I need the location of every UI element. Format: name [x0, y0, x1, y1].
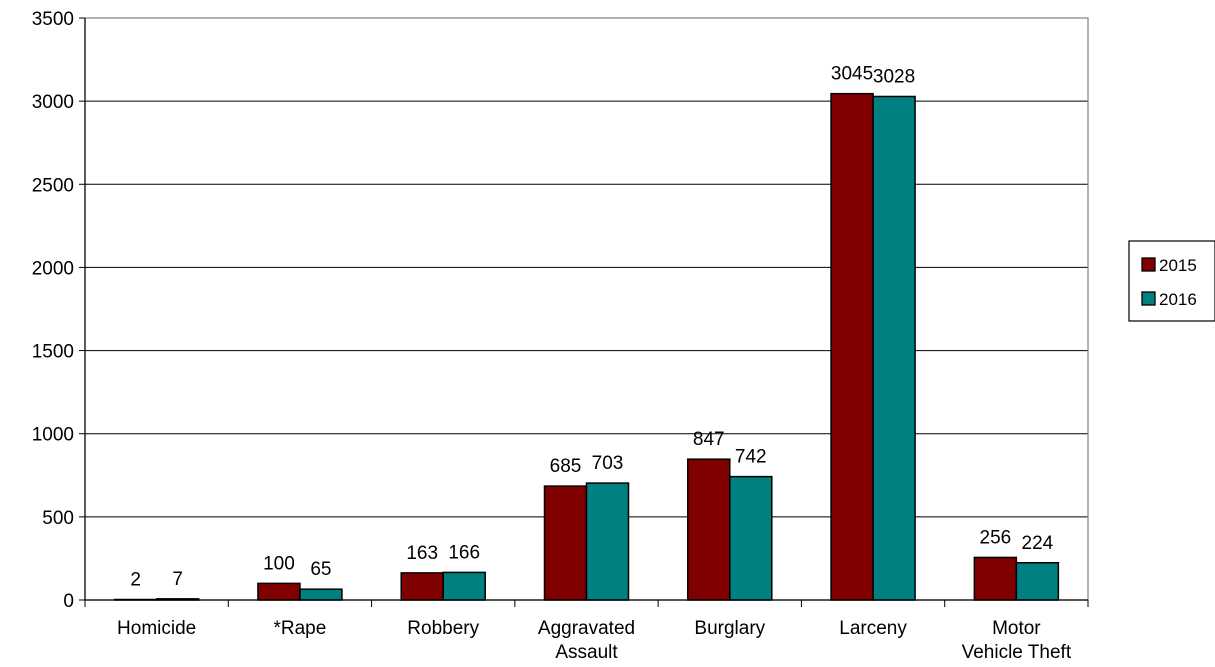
- x-category-label-5: Larceny: [839, 618, 907, 639]
- y-tick-label: 2500: [32, 175, 74, 196]
- data-label-2016-0: 7: [172, 569, 183, 590]
- x-category-label-0: Homicide: [117, 618, 196, 639]
- bar-2016-5: [872, 95, 916, 601]
- bar-2015-1: [257, 582, 301, 601]
- legend: 2015 2016: [1128, 240, 1215, 322]
- legend-box: [1128, 240, 1215, 322]
- data-label-2016-1: 65: [310, 559, 331, 580]
- x-category-label-line: Homicide: [117, 618, 196, 639]
- data-label-2016-2: 166: [448, 542, 480, 563]
- bar-2015-6: [973, 556, 1018, 601]
- data-labels: 2 7 100 65 163 166 685 703 847 742 3045 3028 256 224: [130, 64, 1053, 591]
- bar-2015-3: [543, 485, 588, 601]
- y-tick-label: 0: [63, 591, 74, 612]
- bar-2015-5: [830, 92, 874, 601]
- bar-2015-2: [400, 572, 444, 601]
- data-label-2015-1: 100: [263, 553, 295, 574]
- x-category-label-4: Burglary: [694, 618, 765, 639]
- bar-2016-2: [442, 571, 486, 601]
- y-tick-label: 1000: [32, 425, 74, 446]
- x-category-label-line: Larceny: [839, 618, 907, 639]
- data-label-2015-0: 2: [130, 570, 141, 591]
- legend-label-2016: 2016: [1159, 290, 1197, 309]
- legend-swatch-2016: [1141, 291, 1156, 306]
- y-tick-label: 2000: [32, 258, 74, 279]
- x-axis-category-labels: Homicide *Rape Robbery Aggravated Assault Bur…: [117, 618, 1072, 663]
- legend-label-2015: 2015: [1159, 256, 1197, 275]
- x-category-label-3: Aggravated Assault: [538, 618, 635, 663]
- y-tick-label: 500: [42, 508, 74, 529]
- bar-2016-6: [1015, 562, 1060, 601]
- gridlines: [85, 17, 1088, 518]
- bar-2016-4: [729, 475, 773, 601]
- data-label-2015-2: 163: [406, 543, 438, 564]
- x-category-label-line: Robbery: [407, 618, 479, 639]
- data-label-2015-4: 847: [693, 429, 725, 450]
- x-category-label-line: *Rape: [274, 618, 327, 639]
- x-category-label-1: *Rape: [274, 618, 327, 639]
- data-label-2016-3: 703: [592, 453, 624, 474]
- x-category-label-2: Robbery: [407, 618, 479, 639]
- x-category-label-line: Motor: [992, 618, 1041, 639]
- x-category-label-line: Burglary: [694, 618, 765, 639]
- y-tick-label: 1500: [32, 342, 74, 363]
- bar-2015-4: [687, 458, 731, 601]
- data-label-2015-3: 685: [550, 456, 582, 477]
- y-axis-tick-labels: 0 500 1000 1500 2000 2500 3000 3500: [32, 9, 74, 612]
- x-category-label-line: Aggravated: [538, 618, 635, 639]
- x-category-label-line: Assault: [555, 642, 618, 663]
- y-tick-label: 3000: [32, 92, 74, 113]
- data-label-2015-5: 3045: [831, 64, 873, 85]
- data-label-2016-5: 3028: [873, 66, 915, 87]
- legend-swatch-2015: [1141, 257, 1156, 272]
- x-category-label-line: Vehicle Theft: [962, 642, 1072, 663]
- data-label-2015-6: 256: [980, 527, 1012, 548]
- x-category-label-6: Motor Vehicle Theft: [962, 618, 1072, 663]
- axes: [79, 17, 1089, 607]
- bar-2016-3: [585, 482, 630, 601]
- data-label-2016-4: 742: [735, 447, 767, 468]
- bar-2016-1: [299, 588, 343, 601]
- bars: [113, 92, 1060, 601]
- data-label-2016-6: 224: [1022, 533, 1054, 554]
- y-tick-label: 3500: [32, 9, 74, 30]
